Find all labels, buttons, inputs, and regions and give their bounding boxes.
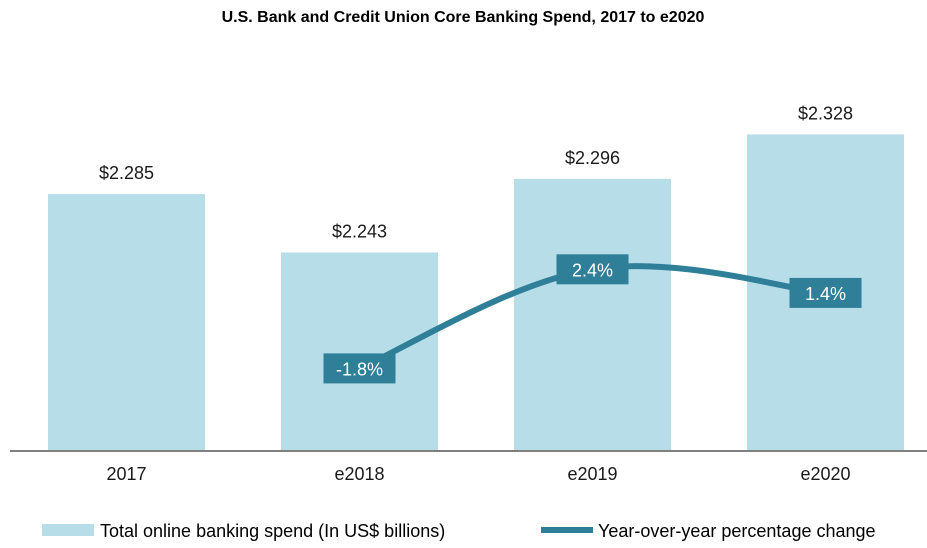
yoy-label-text: 2.4% <box>572 260 613 280</box>
yoy-label-box <box>789 277 862 308</box>
yoy-labels: -1.8% 2.4% 1.4% <box>323 254 862 384</box>
x-tick-label: e2020 <box>800 464 850 484</box>
yoy-label: 2.4% <box>556 254 629 285</box>
legend-swatch-line <box>541 527 593 533</box>
yoy-label-box <box>556 254 629 285</box>
legend: Total online banking spend (In US$ billi… <box>42 521 876 541</box>
yoy-label-text: -1.8% <box>336 359 383 379</box>
x-tick-label: 2017 <box>106 464 146 484</box>
bar-value-label: $2.296 <box>565 148 620 168</box>
x-tick-label: e2018 <box>334 464 384 484</box>
chart-title: U.S. Bank and Credit Union Core Banking … <box>222 9 705 26</box>
bar-value-label: $2.328 <box>798 103 853 123</box>
x-tick-label: e2019 <box>567 464 617 484</box>
bar-value-label: $2.243 <box>332 221 387 241</box>
bar-2017 <box>48 194 205 451</box>
bar-value-label: $2.285 <box>99 163 154 183</box>
bar-e2018 <box>281 252 438 451</box>
x-tick-labels: 2017 e2018 e2019 e2020 <box>106 464 850 484</box>
legend-swatch-bar <box>42 524 94 536</box>
bar-group: $2.285 $2.243 $2.296 $2.328 <box>48 103 904 451</box>
yoy-label: -1.8% <box>323 353 396 384</box>
bar-e2019 <box>514 178 671 451</box>
yoy-label-text: 1.4% <box>805 284 846 304</box>
legend-label-bar: Total online banking spend (In US$ billi… <box>100 521 445 541</box>
legend-label-line: Year-over-year percentage change <box>598 521 876 541</box>
yoy-label: 1.4% <box>789 277 862 308</box>
yoy-label-box <box>323 353 396 384</box>
